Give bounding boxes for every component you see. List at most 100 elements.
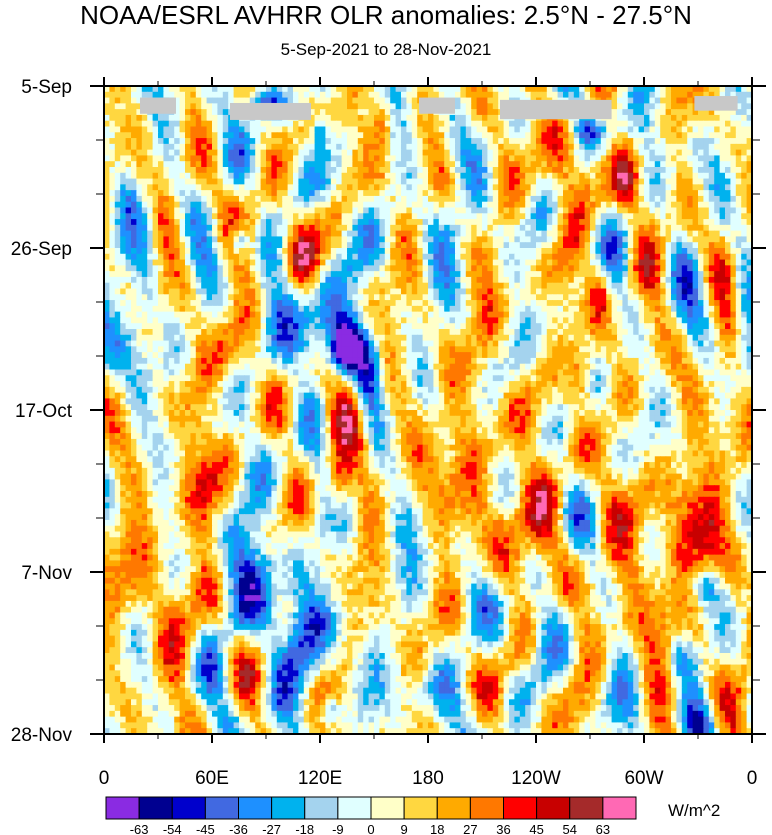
heatmap-cell [492,86,499,93]
heatmap-cell [579,184,586,191]
heatmap-cell [514,132,521,139]
heatmap-cell [492,167,499,174]
heatmap-cell [519,300,526,307]
heatmap-cell [509,172,515,180]
heatmap-cell [611,219,618,226]
heatmap-cell [104,172,110,180]
heatmap-cell [460,294,467,301]
heatmap-cell [330,230,337,238]
heatmap-cell [735,120,742,128]
heatmap-cell [352,126,359,133]
heatmap-cell [422,201,429,209]
heatmap-cell [541,167,548,174]
heatmap-cell [168,120,175,128]
heatmap-cell [201,317,208,324]
heatmap-cell [347,323,353,330]
heatmap-cell [336,248,343,255]
heatmap-cell [465,195,472,203]
heatmap-cell [120,265,127,272]
heatmap-cell [471,300,478,307]
heatmap-cell [390,242,397,249]
heatmap-cell [514,126,521,133]
heatmap-cell [725,282,731,290]
heatmap-cell [676,271,683,278]
heatmap-cell [228,97,235,104]
heatmap-cell [206,253,213,261]
heatmap-cell [638,271,645,278]
heatmap-cell [568,120,575,128]
heatmap-cell [152,201,159,209]
heatmap-cell [455,138,461,145]
heatmap-cell [541,253,548,261]
heatmap-cell [152,195,159,203]
heatmap-cell [568,265,575,272]
heatmap-cell [330,311,337,319]
heatmap-cell [746,97,752,104]
heatmap-cell [530,132,537,139]
heatmap-cell [152,259,159,266]
heatmap-cell [352,172,359,180]
heatmap-cell [487,132,494,139]
heatmap-cell [573,132,580,139]
heatmap-cell [584,265,591,272]
heatmap-cell [266,178,272,185]
heatmap-cell [341,300,348,307]
heatmap-cell [595,300,602,307]
heatmap-cell [498,276,505,284]
heatmap-cell [600,86,607,93]
heatmap-cell [536,143,542,151]
heatmap-cell [735,207,742,214]
heatmap-cell [665,230,672,238]
heatmap-cell [320,190,326,197]
heatmap-cell [352,149,359,157]
heatmap-cell [347,184,353,191]
heatmap-cell [309,317,316,324]
heatmap-cell [692,114,699,122]
heatmap-cell [590,155,596,162]
heatmap-cell [374,126,380,133]
heatmap-cell [687,224,694,232]
heatmap-cell [498,132,505,139]
heatmap-cell [692,143,699,151]
heatmap-cell [644,213,650,220]
heatmap-cell [514,149,521,157]
heatmap-cell [411,288,418,295]
heatmap-cell [617,132,623,139]
heatmap-cell [649,219,656,226]
heatmap-cell [617,167,623,174]
heatmap-cell [654,265,661,272]
heatmap-cell [644,294,650,301]
heatmap-cell [546,126,553,133]
heatmap-cell [330,317,337,324]
heatmap-cell [228,86,235,93]
heatmap-cell [557,91,564,99]
heatmap-cell [384,213,391,220]
heatmap-cell [660,91,667,99]
heatmap-cell [460,253,467,261]
heatmap-cell [217,323,224,330]
heatmap-cell [244,190,251,197]
heatmap-cell [449,259,456,266]
heatmap-cell [109,126,116,133]
heatmap-cell [563,143,569,151]
heatmap-cell [552,155,559,162]
heatmap-cell [379,230,386,238]
heatmap-cell [228,143,235,151]
heatmap-cell [584,120,591,128]
heatmap-cell [546,253,553,261]
heatmap-cell [568,91,575,99]
heatmap-cell [714,213,721,220]
heatmap-cell [433,276,440,284]
heatmap-cell [546,300,553,307]
heatmap-cell [114,167,121,174]
heatmap-cell [671,120,677,128]
heatmap-cell [525,317,532,324]
heatmap-cell [179,109,186,116]
heatmap-cell [260,323,267,330]
chart-subtitle: 5-Sep-2021 to 28-Nov-2021 [280,40,492,59]
heatmap-cell [152,132,159,139]
heatmap-cell [201,120,208,128]
heatmap-cell [746,305,752,313]
heatmap-cell [681,97,688,104]
heatmap-cell [557,311,564,319]
